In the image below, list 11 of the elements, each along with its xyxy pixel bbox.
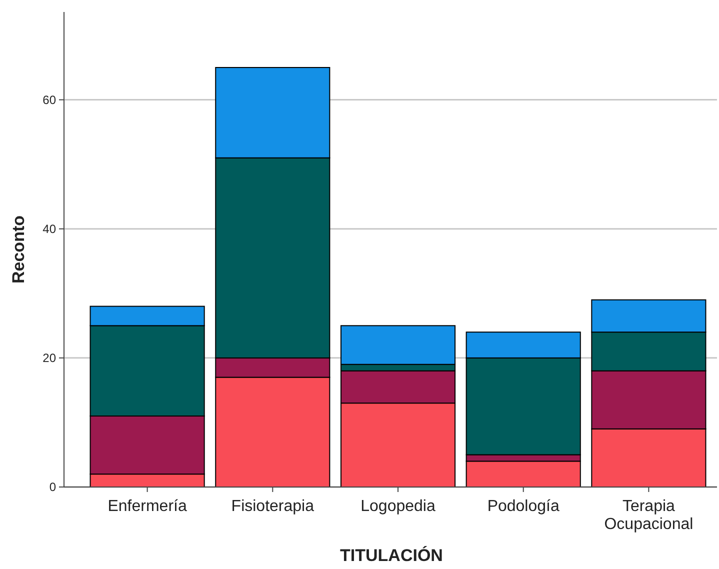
y-tick-label: 0 bbox=[49, 480, 56, 494]
x-tick-label: Logopedia bbox=[360, 498, 436, 515]
x-tick-label: Podología bbox=[487, 498, 560, 515]
y-tick-label: 20 bbox=[42, 351, 56, 366]
y-axis-title: Reconto bbox=[9, 216, 28, 284]
x-tick-label: Fisioterapia bbox=[231, 498, 314, 515]
x-tick-label: Terapia Ocupacional bbox=[604, 498, 694, 533]
y-tick-label: 40 bbox=[42, 222, 56, 236]
x-axis-title: TITULACIÓN bbox=[340, 545, 443, 565]
y-tick-label: 60 bbox=[42, 92, 56, 107]
x-tick-label: Enfermería bbox=[108, 498, 187, 515]
